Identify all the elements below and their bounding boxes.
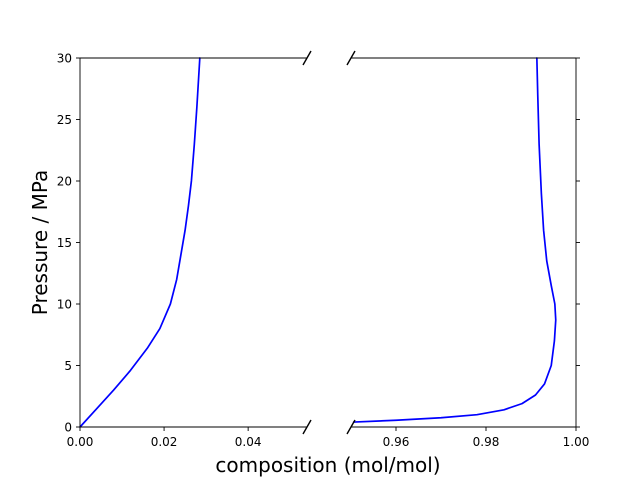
- right-panel: 0.96 0.98 1.00: [351, 57, 590, 449]
- series-line-0: [79, 57, 201, 428]
- y-tick-label: 25: [57, 113, 72, 127]
- axis-break-marks: [302, 50, 356, 435]
- y-tick-label: 10: [57, 298, 72, 312]
- y-axis-label: Pressure / MPa: [28, 170, 52, 316]
- x-tick-label: 0.96: [383, 435, 410, 449]
- axis-break-mark: [346, 50, 356, 66]
- x-tick-label: 0.00: [67, 435, 94, 449]
- x-tick-label: 1.00: [563, 435, 590, 449]
- x-tick-label: 0.98: [473, 435, 500, 449]
- y-tick-label: 5: [64, 359, 72, 373]
- x-tick-label: 0.02: [151, 435, 178, 449]
- y-tick-label: 30: [57, 52, 72, 66]
- x-tick-label: 0.04: [235, 435, 262, 449]
- left-panel: 0.00 0.02 0.04 0 5 10 15 20 25 30: [57, 52, 307, 449]
- series-line-1: [352, 57, 557, 423]
- y-tick-label: 15: [57, 236, 72, 250]
- axis-break-mark: [302, 419, 312, 435]
- y-tick-label: 0: [64, 421, 72, 435]
- x-axis-label: composition (mol/mol): [215, 453, 440, 477]
- axis-break-mark: [346, 419, 356, 435]
- y-tick-label: 20: [57, 175, 72, 189]
- axis-break-mark: [302, 50, 312, 66]
